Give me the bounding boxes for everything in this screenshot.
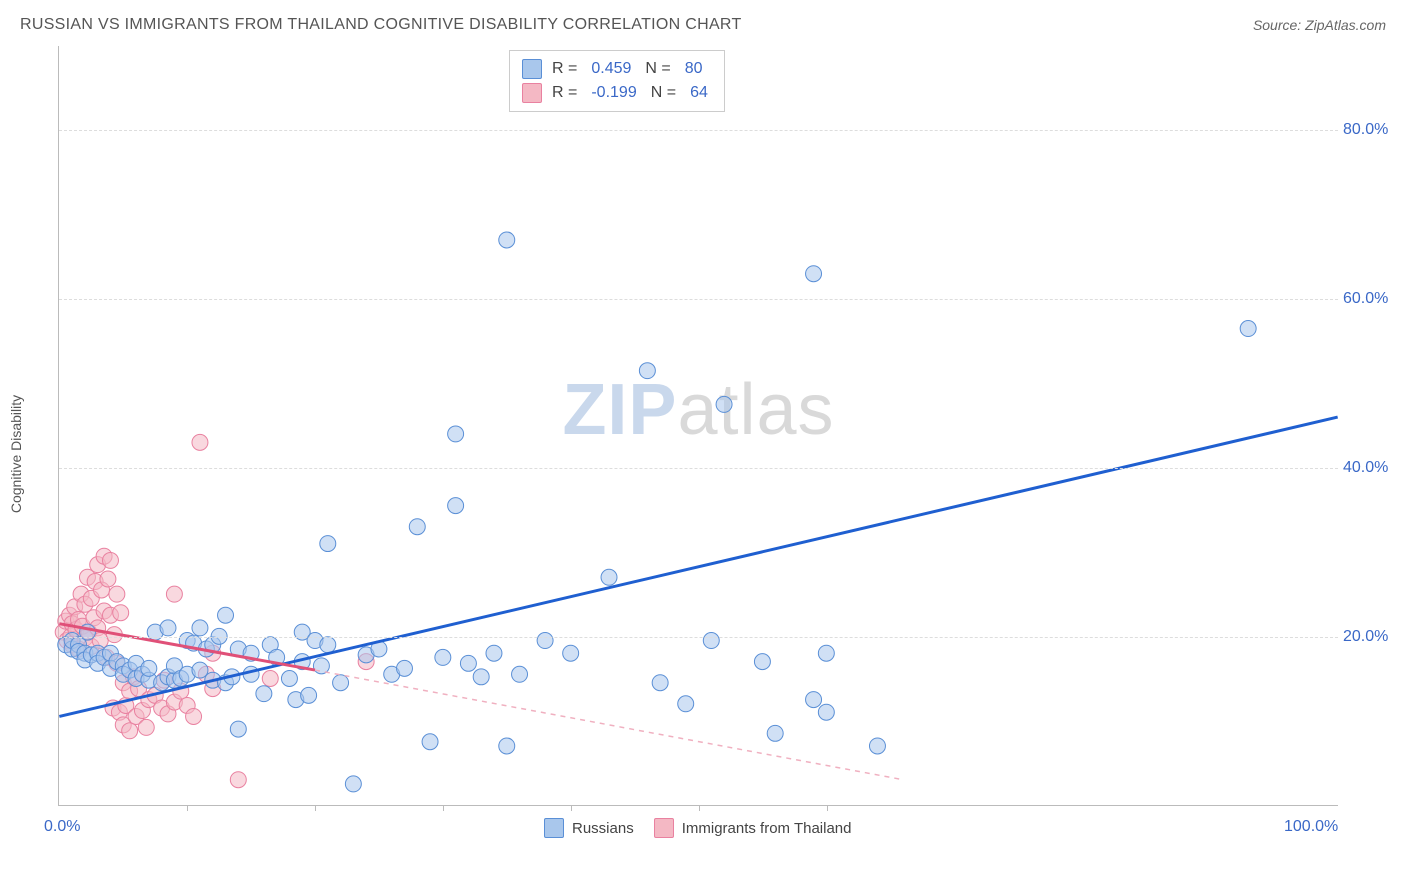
xtick: [187, 805, 188, 811]
data-point: [192, 620, 208, 636]
stats-row: R = 0.459 N = 80: [522, 57, 712, 81]
xtick: [699, 805, 700, 811]
data-point: [435, 649, 451, 665]
data-point: [256, 686, 272, 702]
data-point: [345, 776, 361, 792]
stats-row: R = -0.199 N = 64: [522, 81, 712, 105]
data-point: [563, 645, 579, 661]
data-point: [102, 552, 118, 568]
data-point: [141, 660, 157, 676]
data-point: [499, 738, 515, 754]
data-point: [281, 671, 297, 687]
data-point: [754, 654, 770, 670]
data-point: [160, 620, 176, 636]
data-point: [448, 426, 464, 442]
r-value: 0.459: [587, 60, 635, 78]
legend-item: Immigrants from Thailand: [654, 818, 852, 838]
data-point: [499, 232, 515, 248]
data-point: [806, 692, 822, 708]
data-point: [113, 605, 129, 621]
gridline: [59, 637, 1338, 638]
data-point: [537, 633, 553, 649]
data-point: [869, 738, 885, 754]
data-point: [818, 645, 834, 661]
data-point: [138, 719, 154, 735]
data-point: [192, 434, 208, 450]
stats-legend: R = 0.459 N = 80 R = -0.199 N = 64: [509, 50, 725, 112]
data-point: [192, 662, 208, 678]
plot-area: ZIPatlas R = 0.459 N = 80 R = -0.199 N =…: [58, 46, 1338, 806]
data-point: [230, 721, 246, 737]
data-point: [448, 498, 464, 514]
data-point: [122, 723, 138, 739]
r-label: R =: [552, 84, 577, 102]
data-point: [320, 536, 336, 552]
swatch-icon: [544, 818, 564, 838]
data-point: [716, 396, 732, 412]
r-value: -0.199: [587, 84, 640, 102]
data-point: [703, 633, 719, 649]
y-axis-label: Cognitive Disability: [8, 395, 24, 513]
ytick-label: 80.0%: [1343, 121, 1388, 139]
data-point: [486, 645, 502, 661]
ytick-label: 20.0%: [1343, 628, 1388, 646]
data-point: [473, 669, 489, 685]
chart-title: RUSSIAN VS IMMIGRANTS FROM THAILAND COGN…: [20, 16, 742, 34]
scatter-svg: [59, 46, 1338, 805]
trend-line: [59, 417, 1337, 716]
legend-item: Russians: [544, 818, 634, 838]
data-point: [512, 666, 528, 682]
data-point: [652, 675, 668, 691]
data-point: [320, 637, 336, 653]
legend-label: Russians: [572, 820, 634, 837]
data-point: [333, 675, 349, 691]
data-point: [409, 519, 425, 535]
data-point: [460, 655, 476, 671]
r-label: R =: [552, 60, 577, 78]
x-min-label: 0.0%: [44, 818, 80, 836]
n-label: N =: [651, 84, 676, 102]
data-point: [422, 734, 438, 750]
data-point: [301, 687, 317, 703]
xtick: [827, 805, 828, 811]
data-point: [767, 725, 783, 741]
data-point: [639, 363, 655, 379]
data-point: [109, 586, 125, 602]
xtick: [315, 805, 316, 811]
source-attribution: Source: ZipAtlas.com: [1253, 17, 1386, 33]
gridline: [59, 130, 1338, 131]
legend-label: Immigrants from Thailand: [682, 820, 852, 837]
gridline: [59, 468, 1338, 469]
ytick-label: 60.0%: [1343, 290, 1388, 308]
swatch-icon: [654, 818, 674, 838]
data-point: [230, 772, 246, 788]
data-point: [262, 671, 278, 687]
data-point: [818, 704, 834, 720]
gridline: [59, 299, 1338, 300]
data-point: [806, 266, 822, 282]
data-point: [186, 708, 202, 724]
data-point: [601, 569, 617, 585]
data-point: [166, 586, 182, 602]
xtick: [571, 805, 572, 811]
ytick-label: 40.0%: [1343, 459, 1388, 477]
swatch-icon: [522, 59, 542, 79]
data-point: [100, 571, 116, 587]
data-point: [218, 607, 234, 623]
data-point: [1240, 321, 1256, 337]
swatch-icon: [522, 83, 542, 103]
n-value: 80: [681, 60, 707, 78]
xtick: [443, 805, 444, 811]
data-point: [678, 696, 694, 712]
chart-container: Cognitive Disability ZIPatlas R = 0.459 …: [44, 46, 1406, 846]
n-label: N =: [645, 60, 670, 78]
series-legend: Russians Immigrants from Thailand: [544, 818, 852, 838]
n-value: 64: [686, 84, 712, 102]
data-point: [313, 658, 329, 674]
data-point: [396, 660, 412, 676]
trend-line: [315, 670, 903, 780]
x-max-label: 100.0%: [1284, 818, 1338, 836]
